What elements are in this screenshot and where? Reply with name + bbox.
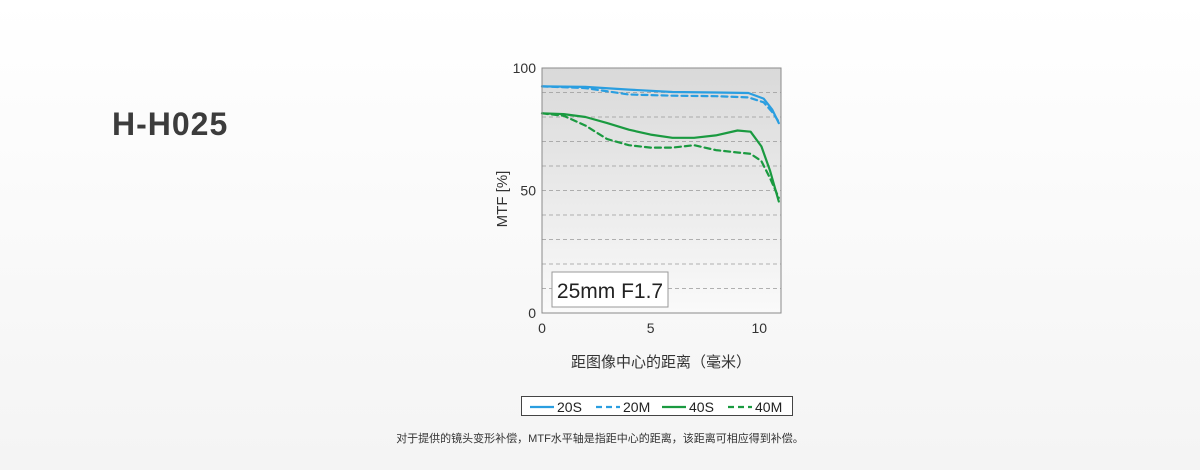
legend-label-20S: 20S [557,399,582,415]
y-tick-label: 100 [513,60,537,76]
series-line-40S [540,112,780,203]
x-axis-label: 距图像中心的距离（毫米） [571,353,751,371]
legend-label-40M: 40M [755,399,782,415]
x-tick-label: 0 [538,320,546,336]
y-axis-label: MTF [%] [494,171,511,228]
product-model-title: H-H025 [112,106,229,142]
footnote: 对于提供的镜头变形补偿，MTF水平轴是指距中心的距离，该距离可相应得到补偿。 [396,433,804,445]
x-tick-label: 10 [751,320,767,336]
legend-label-40S: 40S [689,399,714,415]
series-line-20M [540,85,780,124]
legend-entries: 20S 20M 40S 40M [530,399,782,415]
annotation-text: 25mm F1.7 [557,280,663,303]
y-tick-label: 50 [520,183,536,199]
mtf-chart: 0 50 100 0 5 10 25mm F1.7 MTF [%] 距图像中心的距离（毫米… [494,60,782,371]
tick-labels: 0 50 100 0 5 10 [513,60,768,336]
lens-annotation: 25mm F1.7 [551,271,669,308]
x-tick-label: 5 [647,320,655,336]
series-layer [540,85,780,203]
series-line-40M [540,112,780,199]
legend: 20S 20M 40S 40M [521,396,793,416]
annotation-box [551,271,669,308]
series-line-20S [540,85,780,125]
y-tick-label: 0 [528,305,536,321]
legend-label-20M: 20M [623,399,650,415]
plot-frame [541,67,782,314]
